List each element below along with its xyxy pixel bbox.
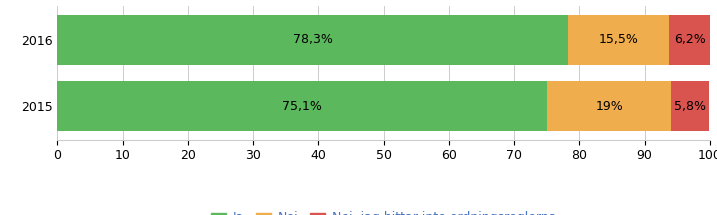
Text: 5,8%: 5,8%: [674, 100, 706, 113]
Legend: Ja, Nej, Nej, jag hittar inte ordningsreglerna: Ja, Nej, Nej, jag hittar inte ordningsre…: [206, 206, 561, 215]
Bar: [671, 81, 709, 131]
Bar: [569, 15, 670, 65]
Text: 75,1%: 75,1%: [282, 100, 323, 113]
Bar: [547, 81, 671, 131]
Text: 19%: 19%: [596, 100, 623, 113]
Text: 6,2%: 6,2%: [674, 33, 706, 46]
Bar: [57, 81, 547, 131]
Text: 78,3%: 78,3%: [293, 33, 333, 46]
Bar: [670, 15, 710, 65]
Text: 15,5%: 15,5%: [599, 33, 639, 46]
Bar: [57, 15, 569, 65]
